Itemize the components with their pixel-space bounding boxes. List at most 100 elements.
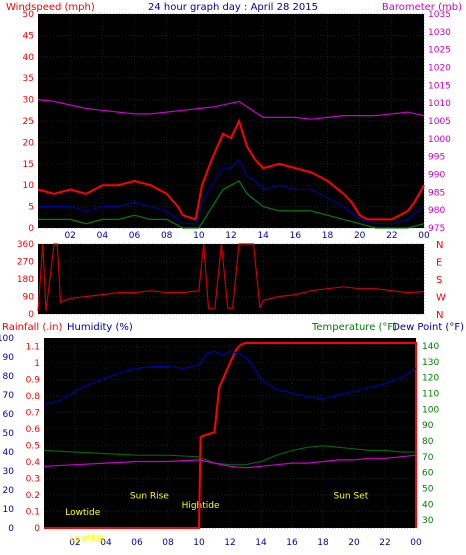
temperature-y-tick-label: 90 xyxy=(422,421,434,431)
wind-x-tick-label: 02 xyxy=(64,231,75,241)
direction-y-tick-label: 270 xyxy=(17,258,34,268)
rain-y-tick-label: 0.2 xyxy=(26,491,40,501)
annotation-label: Lowtide xyxy=(70,534,105,544)
humidity-y-ticks: 0 10 20 30 40 50 60 70 80 90 100 xyxy=(0,334,14,534)
wind-x-tick-label: 06 xyxy=(129,231,141,241)
windspeed-axis-label: Windspeed (mph) xyxy=(6,2,95,13)
temperature-y-tick-label: 30 xyxy=(422,516,434,526)
wind-y-tick-label: 5 xyxy=(28,203,34,213)
humidity-y-tick-label: 0 xyxy=(8,524,14,534)
temperature-y-tick-label: 80 xyxy=(422,437,434,447)
rain-humidity-plot-area xyxy=(44,338,416,528)
wind-grid xyxy=(38,13,425,229)
wind-y-tick-label: 25 xyxy=(23,117,34,127)
rain-x-tick-label: 18 xyxy=(317,538,329,548)
direction-y-tick-label: 180 xyxy=(17,275,34,285)
series-low-line xyxy=(38,180,425,229)
rain-y-ticks: 0 0.1 0.2 0.3 0.4 0.5 0.6 0.7 0.8 0.9 1 1.1 xyxy=(26,342,41,534)
wind-x-tick-label: 04 xyxy=(97,231,109,241)
rain-y-tick-label: 1.1 xyxy=(26,342,40,352)
wind-y-tick-label: 30 xyxy=(23,96,35,106)
wind-x-tick-label: 08 xyxy=(161,231,173,241)
dewpoint-axis-label: Dew Point (°F) xyxy=(392,322,464,333)
chart-title: 24 hour graph day : April 28 2015 xyxy=(148,2,318,13)
series-barometer-line xyxy=(37,99,425,120)
wind-y-tick-label: 20 xyxy=(23,138,35,148)
barometer-y-tick-label: 975 xyxy=(428,224,445,234)
wind-y-tick-label: 0 xyxy=(28,224,34,234)
wind-x-tick-label: 22 xyxy=(386,231,397,241)
temperature-y-tick-label: 60 xyxy=(422,469,434,479)
rain-y-tick-label: 0.1 xyxy=(26,507,40,517)
rain-x-tick-label: 22 xyxy=(379,538,390,548)
series-gust-line xyxy=(37,118,425,221)
barometer-y-tick-label: 990 xyxy=(428,171,445,181)
annotation-label: Lowtide xyxy=(65,508,100,518)
rain-y-tick-label: 0.3 xyxy=(26,474,40,484)
humidity-y-tick-label: 100 xyxy=(0,334,14,344)
humidity-y-tick-label: 60 xyxy=(3,410,15,420)
rain-x-tick-label: 02 xyxy=(69,538,80,548)
wind-series xyxy=(37,99,425,229)
wind-x-ticks: 02 04 06 08 10 12 14 16 18 20 22 00 xyxy=(64,231,430,241)
wind-y-tick-label: 50 xyxy=(23,10,35,20)
annotation-label: Hightide xyxy=(182,501,220,511)
humidity-y-tick-label: 50 xyxy=(3,429,15,439)
series-direction-line xyxy=(37,243,425,312)
humidity-y-tick-label: 80 xyxy=(3,372,15,382)
wind-y-tick-label: 35 xyxy=(23,74,34,84)
wind-x-tick-label: 14 xyxy=(257,231,269,241)
rain-y-tick-label: 0.9 xyxy=(26,375,41,385)
rain-x-tick-label: 12 xyxy=(224,538,235,548)
temperature-axis-label: Temperature (°F) xyxy=(311,322,397,333)
rain-y-tick-label: 0.8 xyxy=(26,392,41,402)
tide-sun-annotations: Lowtide Sun Rise Hightide Sun Set Lowtide xyxy=(65,491,369,544)
rain-y-tick-label: 0.7 xyxy=(26,408,40,418)
barometer-y-tick-label: 1015 xyxy=(428,81,451,91)
compass-label: N xyxy=(436,310,443,321)
direction-y-tick-label: 360 xyxy=(17,240,34,250)
rain-x-ticks: 02 04 06 08 10 12 14 16 18 20 22 00 xyxy=(69,538,422,548)
barometer-y-tick-label: 1035 xyxy=(428,10,451,20)
direction-y-ticks: 0 90 180 270 360 xyxy=(17,240,34,320)
series-average-line xyxy=(38,158,425,225)
series-humidity-line xyxy=(43,350,417,406)
rain-x-tick-label: 20 xyxy=(348,538,360,548)
direction-y-tick-label: 0 xyxy=(28,310,34,320)
temperature-y-tick-label: 40 xyxy=(422,500,434,510)
wind-x-tick-label: 20 xyxy=(354,231,366,241)
temperature-y-tick-label: 50 xyxy=(422,484,434,494)
direction-y-tick-label: 90 xyxy=(23,293,35,303)
rain-x-tick-label: 06 xyxy=(131,538,143,548)
annotation-label: Sun Rise xyxy=(130,491,169,501)
barometer-y-tick-label: 1020 xyxy=(428,64,451,74)
rain-x-tick-label: 04 xyxy=(100,538,112,548)
temperature-y-tick-label: 70 xyxy=(422,453,434,463)
humidity-y-tick-label: 40 xyxy=(3,448,15,458)
barometer-axis-label: Barometer (mb) xyxy=(382,2,462,13)
direction-grid xyxy=(38,243,425,315)
barometer-y-tick-label: 985 xyxy=(428,188,445,198)
rain-y-tick-label: 1 xyxy=(34,359,40,369)
temperature-y-tick-label: 140 xyxy=(422,342,439,352)
series-rainfall-line xyxy=(44,342,417,529)
wind-y-tick-label: 10 xyxy=(23,181,35,191)
compass-label: S xyxy=(436,275,442,286)
temperature-y-tick-label: 110 xyxy=(422,389,439,399)
wind-y-tick-label: 45 xyxy=(23,31,34,41)
barometer-y-tick-label: 1005 xyxy=(428,117,451,127)
rain-x-tick-label: 00 xyxy=(410,538,422,548)
barometer-y-tick-label: 1025 xyxy=(428,46,451,56)
humidity-y-tick-label: 70 xyxy=(3,391,15,401)
wind-y-ticks: 0 5 10 15 20 25 30 35 40 45 50 xyxy=(23,10,35,234)
wind-x-tick-label: 00 xyxy=(418,231,430,241)
barometer-y-tick-label: 1030 xyxy=(428,28,451,38)
temperature-y-tick-label: 120 xyxy=(422,374,439,384)
temperature-y-tick-label: 130 xyxy=(422,358,439,368)
series-dew-point-line xyxy=(43,454,417,469)
humidity-y-tick-label: 90 xyxy=(3,353,15,363)
annotation-label: Sun Set xyxy=(334,491,369,501)
direction-series xyxy=(37,243,425,312)
